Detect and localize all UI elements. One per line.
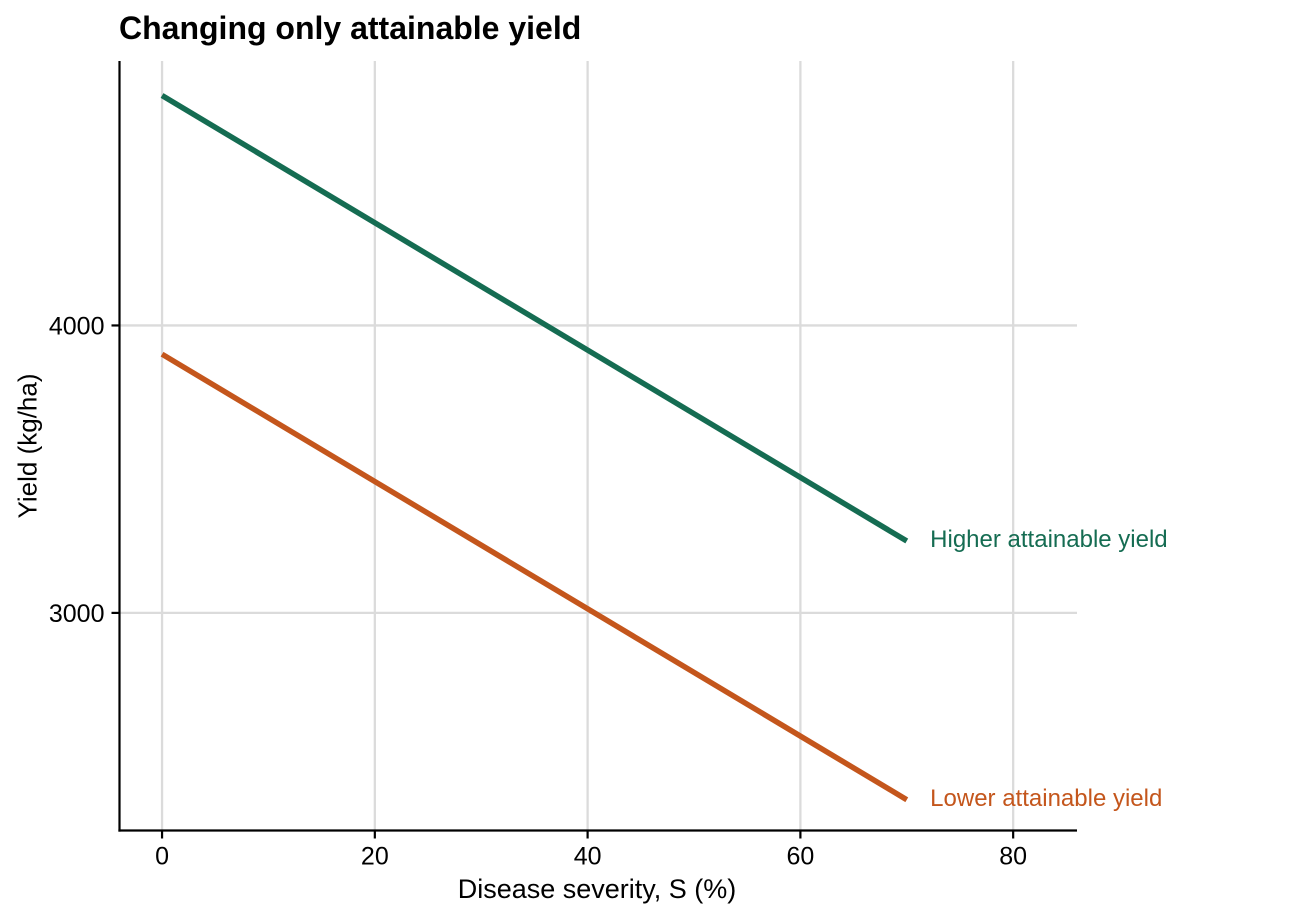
series-line-lower (160, 351, 909, 803)
x-tick-label: 20 (361, 843, 389, 871)
x-tick-label: 0 (155, 843, 169, 871)
x-tick-label: 60 (786, 843, 814, 871)
y-tick-label: 3000 (49, 600, 105, 628)
series-label-lower: Lower attainable yield (930, 784, 1163, 812)
series-label-higher: Higher attainable yield (930, 526, 1168, 554)
chart-title: Changing only attainable yield (119, 10, 582, 46)
y-tick-label: 4000 (49, 312, 105, 340)
x-tick-label: 80 (999, 843, 1027, 871)
series-line-higher (160, 93, 909, 544)
x-tick-label: 40 (574, 843, 602, 871)
x-axis-title: Disease severity, S (%) (457, 874, 737, 904)
